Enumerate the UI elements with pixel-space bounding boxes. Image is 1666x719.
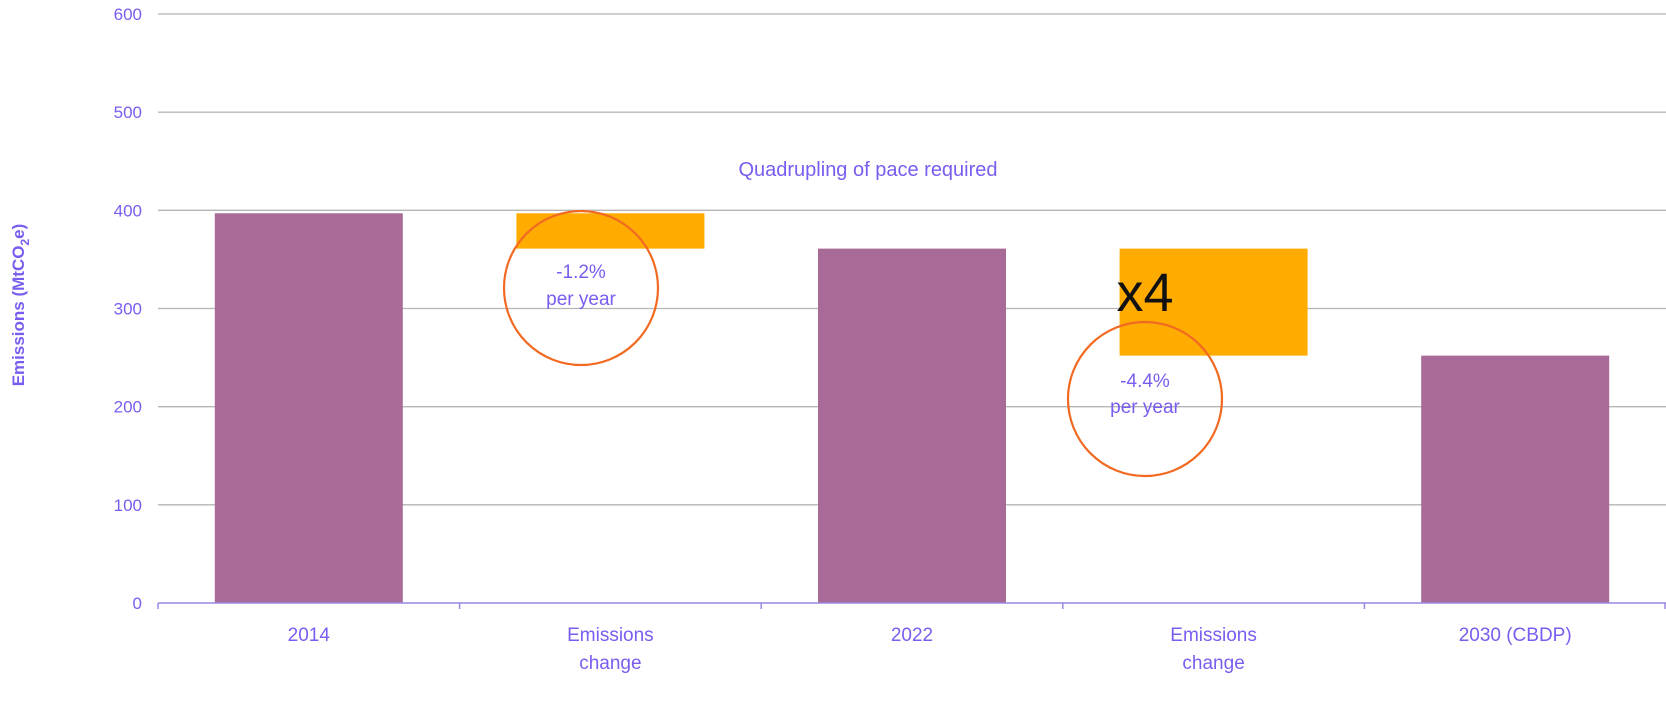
bar-total (1421, 355, 1610, 603)
y-axis-ticks: 0 100 200 300 400 500 600 (114, 5, 142, 613)
y-tick-label: 0 (133, 594, 142, 613)
bars (214, 213, 1610, 604)
x-tick-label: Emissions change (1170, 625, 1257, 674)
bar-change (1119, 248, 1308, 356)
x-tick-label: 2030 (CBDP) (1459, 625, 1572, 646)
rate1-line1: -1.2% (556, 262, 606, 283)
y-tick-label: 100 (114, 496, 142, 515)
y-tick-label: 200 (114, 398, 142, 417)
x-tick-label: 2014 (288, 625, 331, 646)
y-axis-label-subscript: 2 (18, 239, 32, 246)
y-axis-label-tail: e) (9, 224, 28, 239)
x-axis (157, 602, 1666, 609)
y-tick-label: 400 (114, 201, 142, 220)
y-tick-label: 600 (114, 5, 142, 24)
rate-circle-2 (1066, 320, 1224, 478)
bar-total (214, 213, 403, 604)
rate-circle-1 (502, 209, 660, 367)
rate2-line1: -4.4% (1120, 371, 1170, 392)
rate2-line2: per year (1110, 397, 1180, 418)
y-axis-label-main: Emissions (MtCO (9, 246, 28, 387)
x-tick-label: 2022 (891, 625, 933, 646)
bar-change (516, 213, 705, 249)
bar-total (818, 248, 1006, 603)
headline-annotation: Quadrupling of pace required (738, 159, 997, 181)
y-tick-label: 500 (114, 103, 142, 122)
x-tick-label: Emissions change (567, 625, 654, 674)
rate1-line2: per year (546, 289, 616, 310)
x-axis-tick-labels: 2014 Emissions change 2022 Emissions change 20… (288, 625, 1572, 674)
y-axis-label: Emissions (MtCO2e) (9, 224, 32, 387)
y-tick-label: 300 (114, 300, 142, 319)
multiplier-label: x4 (1116, 263, 1173, 323)
